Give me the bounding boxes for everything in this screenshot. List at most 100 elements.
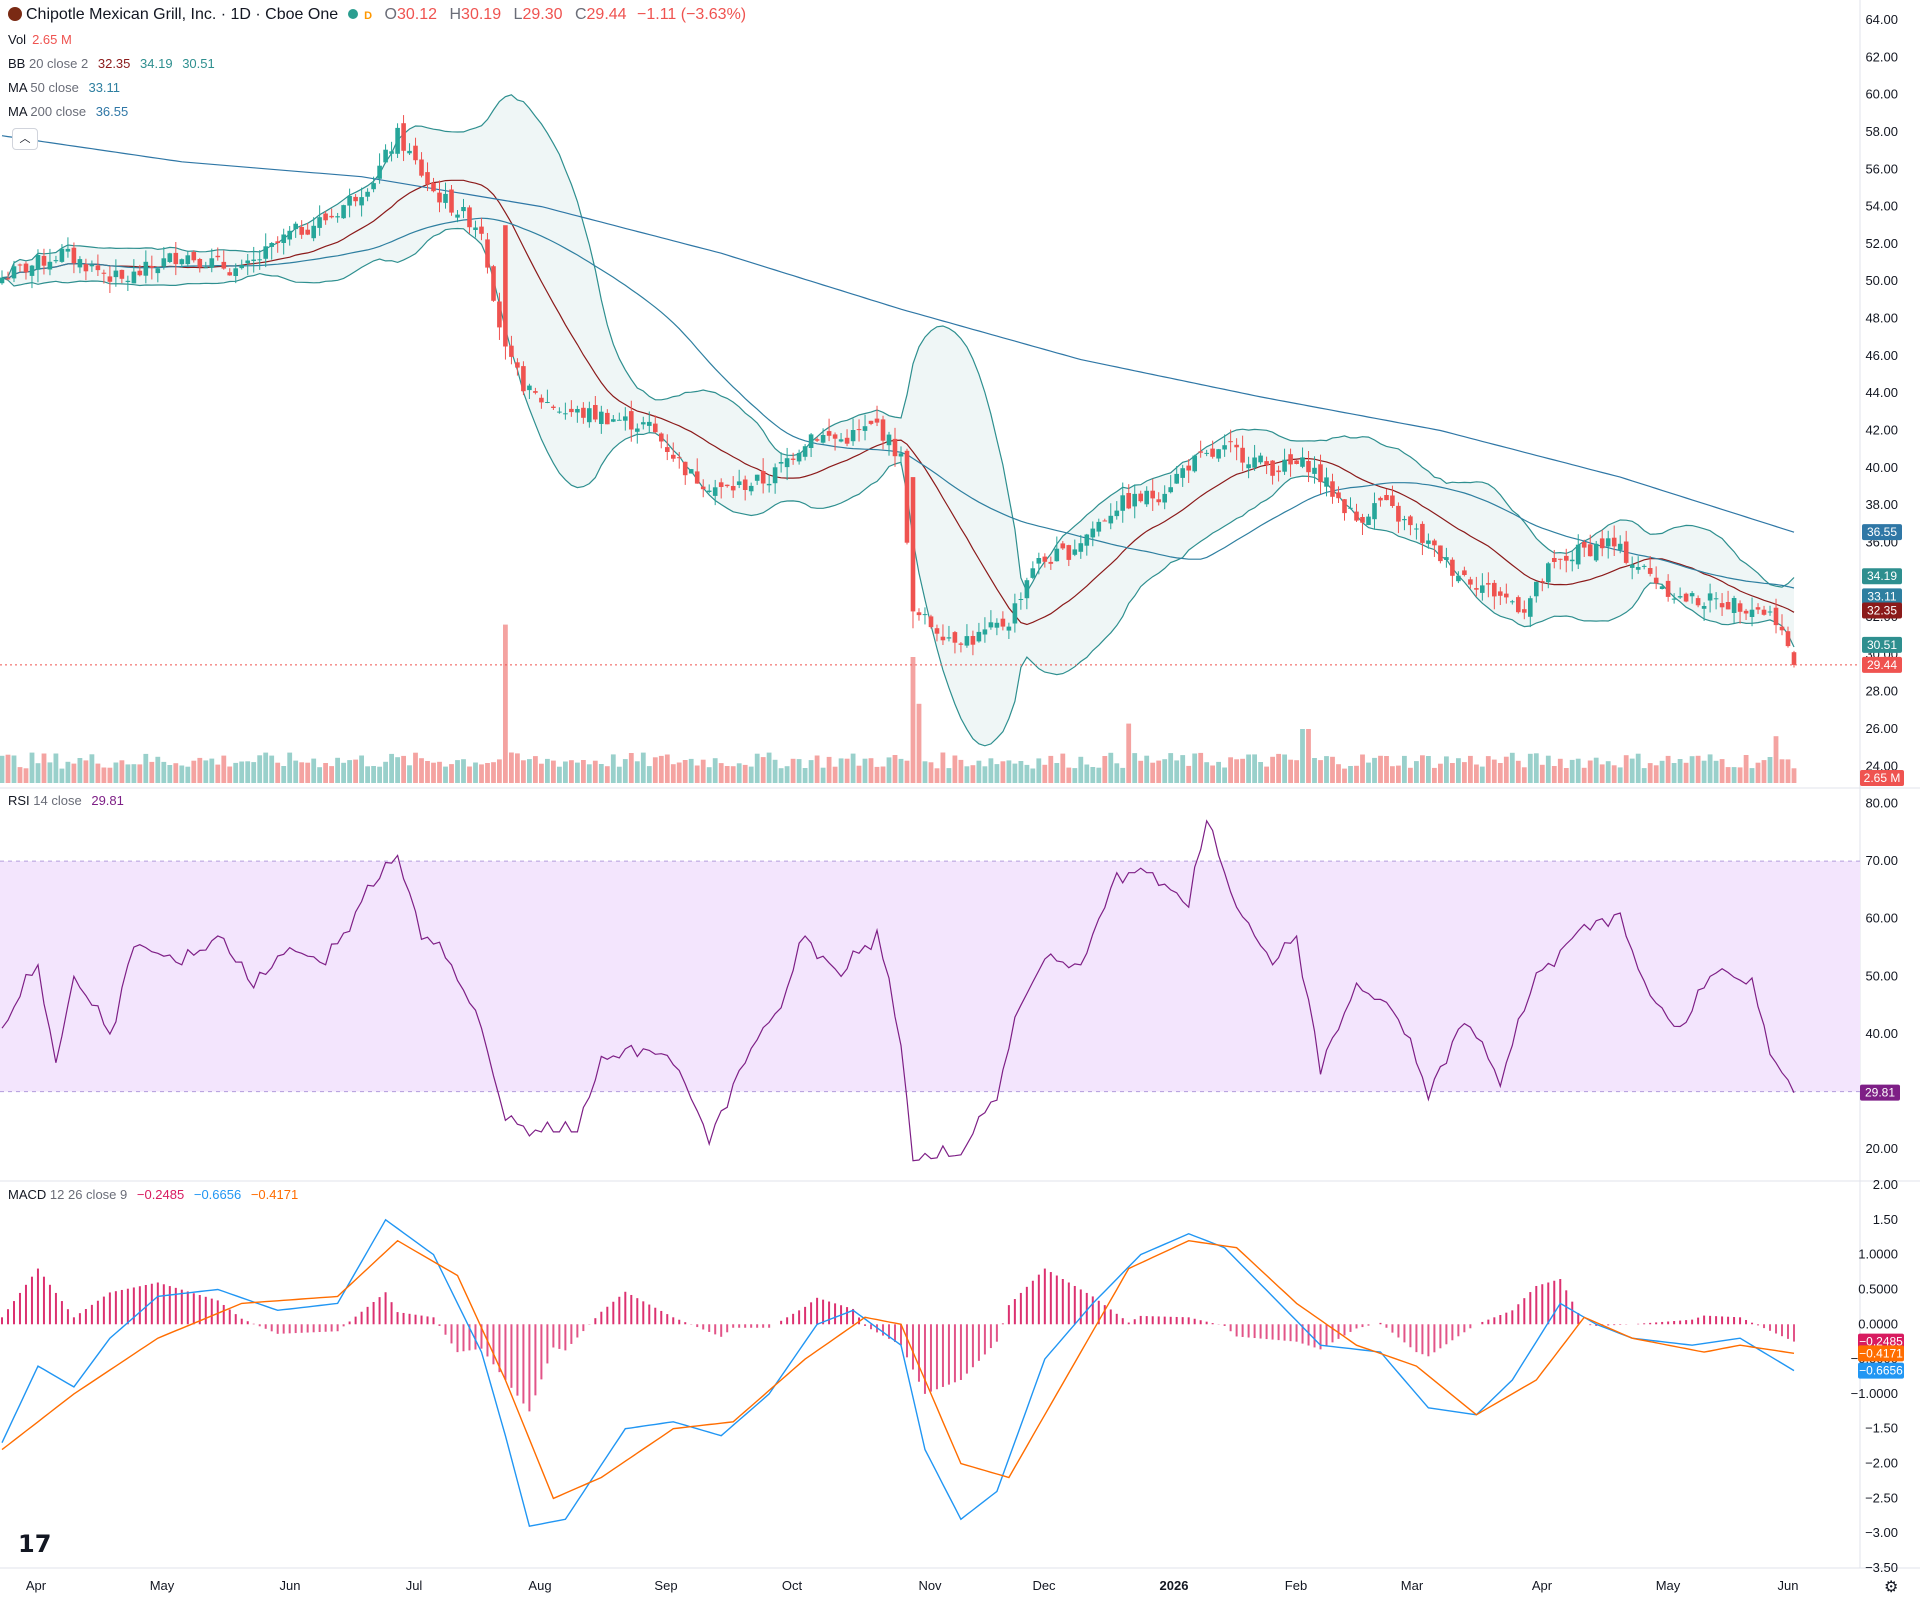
macd-tick-label: 1.50 [1873,1212,1898,1227]
volume-bar [1527,753,1533,783]
candle [491,266,496,301]
volume-bar [389,753,394,783]
volume-bar [766,752,772,783]
volume-bar [1653,765,1659,783]
volume-bar [814,755,820,783]
candle [1396,505,1401,522]
volume-bar [706,767,712,783]
candle [1240,447,1245,463]
rsi-band [0,861,1860,1092]
volume-bar [1791,768,1797,783]
volume-bar [592,760,598,783]
candle [718,482,724,487]
volume-bar [946,768,952,783]
candle [203,267,209,269]
volume-bar [1102,756,1108,783]
collapse-legend-button[interactable]: ︿ [12,128,38,150]
volume-bar [1485,756,1491,783]
volume-bar [916,703,922,783]
price-tick-label: 60.00 [1865,87,1898,102]
candle [473,227,478,230]
candle [1474,588,1479,590]
candle [449,189,454,213]
candle [557,411,562,413]
volume-bar [1569,759,1575,783]
candle [149,266,155,268]
candle [1102,520,1108,522]
vol-legend[interactable]: Vol 2.65 M [8,32,72,48]
candle [922,614,928,616]
candle [1018,599,1024,600]
candle [700,486,706,490]
volume-bar [622,759,628,783]
candle [1504,593,1509,598]
candle [1252,457,1257,468]
symbol-title[interactable]: Chipotle Mexican Grill, Inc. · 1D · Cboe… [26,6,339,23]
volume-bar [826,756,832,783]
macd-legend[interactable]: MACD 12 26 close 9 −0.2485 −0.6656 −0.41… [8,1187,298,1203]
candle [1060,543,1066,549]
volume-bar [850,753,856,783]
candle [95,265,101,271]
price-tick-label: 50.00 [1865,273,1898,288]
volume-bar [802,768,808,783]
candle [1138,493,1143,502]
bb-legend[interactable]: BB 20 close 2 32.35 34.19 30.51 [8,56,215,72]
candle [1384,495,1389,501]
ma50-value: 33.11 [88,80,121,95]
candle [455,214,460,218]
candle [395,127,400,154]
volume-bar [832,766,838,783]
bb-band-fill [2,94,1794,746]
volume-bar [167,765,173,783]
tradingview-logo-icon[interactable]: 𝟭𝟳 [18,1531,52,1558]
volume-bar [712,758,718,783]
volume-bar [610,754,616,783]
gear-icon[interactable]: ⚙ [1884,1579,1899,1596]
close-value: 29.44 [586,6,627,23]
volume-bar [1509,752,1515,783]
volume-bar [1743,755,1749,783]
candle [503,225,508,347]
candle [976,631,982,642]
volume-bar [257,755,263,783]
volume-bar [89,754,95,783]
volume-bar [760,757,766,783]
rsi-legend[interactable]: RSI 14 close 29.81 [8,793,124,809]
volume-bar [1180,755,1186,783]
volume-bar [1132,753,1138,783]
candle [1569,559,1575,562]
volume-bar [371,766,376,783]
candle [1528,598,1533,617]
candle [1486,583,1491,585]
volume-bar [1162,759,1168,783]
candle [335,216,340,218]
ma200-value: 36.55 [95,104,129,119]
price-tick-label: 42.00 [1865,422,1898,437]
volume-bar [862,758,868,783]
volume-bar [191,760,197,783]
volume-bar [988,758,994,783]
volume-bar [83,760,89,783]
candle [485,239,490,268]
volume-bar [245,761,251,783]
candle [910,477,916,612]
ma50-legend[interactable]: MA 50 close 33.11 [8,80,120,96]
candle [1174,473,1179,484]
volume-bar [569,760,574,783]
candle [1647,568,1653,574]
volume-bar [449,764,454,783]
rsi-tick-label: 70.00 [1865,853,1898,868]
candle [173,252,179,265]
price-tick-label: 52.00 [1865,236,1898,251]
volume-bar [1138,760,1144,783]
volume-bar [1354,765,1359,783]
candle [11,266,17,279]
rsi-badge [1860,1084,1900,1101]
candle [760,471,766,484]
candle [1066,545,1072,560]
volume-bar [1060,753,1066,783]
candle [575,409,580,413]
ma200-legend[interactable]: MA 200 close 36.55 [8,104,128,120]
volume-bar [311,758,317,783]
